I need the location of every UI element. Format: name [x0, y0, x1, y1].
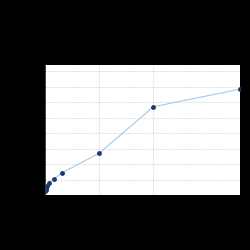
Point [151, 105, 155, 109]
Point [47, 181, 51, 185]
Point [60, 171, 64, 175]
Point [45, 184, 49, 188]
Y-axis label: OD: OD [20, 125, 25, 135]
X-axis label: Human Bridging Integrator 1 (BIN1)
Concentration (ng/ml): Human Bridging Integrator 1 (BIN1) Conce… [86, 210, 198, 220]
Point [52, 177, 56, 181]
Point [238, 87, 242, 91]
Point [43, 189, 47, 193]
Point [97, 151, 101, 155]
Point [44, 186, 48, 190]
Point [44, 188, 48, 192]
